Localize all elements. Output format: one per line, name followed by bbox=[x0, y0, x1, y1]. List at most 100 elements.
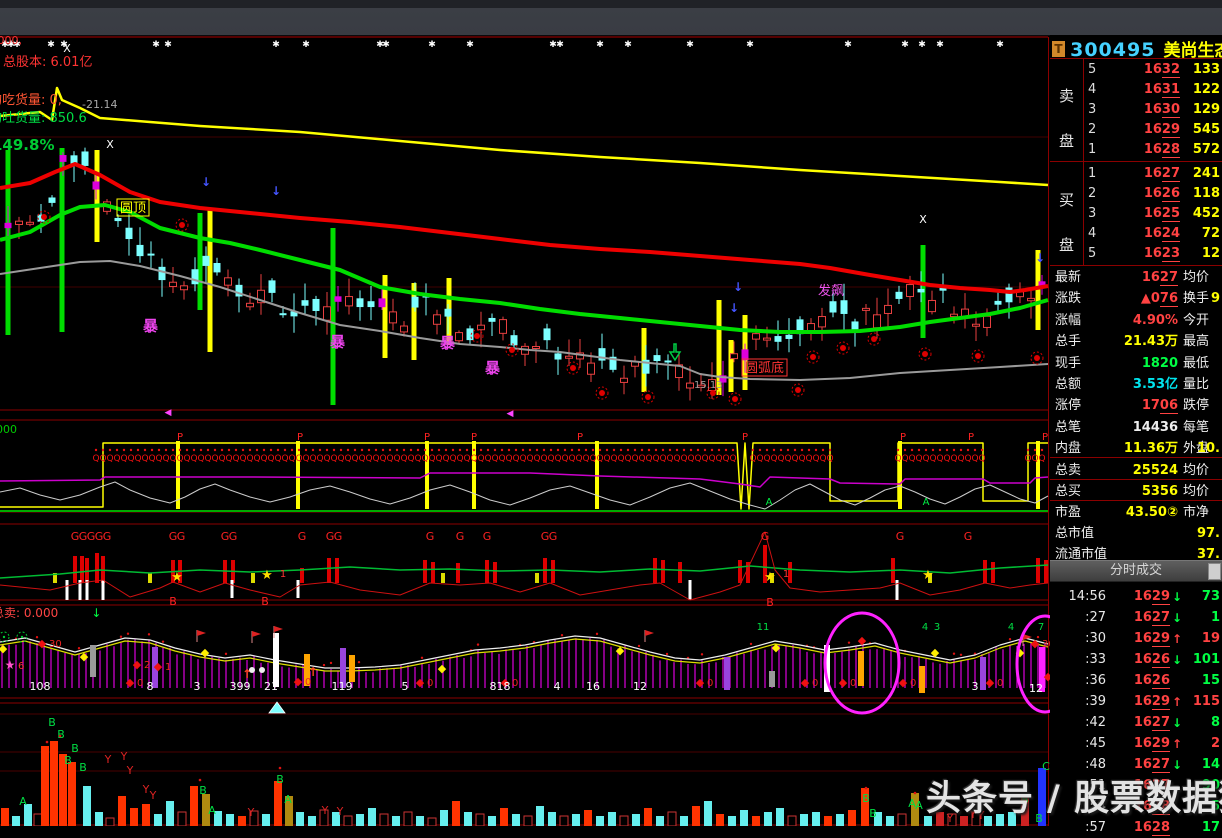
tape-row[interactable]: :39 1629 ↑ 115 bbox=[1085, 694, 1220, 710]
svg-text:A: A bbox=[284, 793, 292, 806]
svg-text:G: G bbox=[298, 530, 307, 543]
svg-text:Q: Q bbox=[922, 454, 929, 464]
svg-text:Q: Q bbox=[1038, 454, 1045, 464]
tape-row[interactable]: :48 1627 ↓ 14 bbox=[1085, 757, 1220, 773]
tape-row[interactable]: :42 1627 ↓ 8 bbox=[1085, 715, 1220, 731]
svg-text:Q: Q bbox=[386, 454, 393, 464]
svg-text:Q: Q bbox=[463, 454, 470, 464]
stock-tag-icon: T bbox=[1052, 41, 1065, 57]
tape-row[interactable]: 14:56 1629 ↓ 73 bbox=[1068, 589, 1220, 605]
svg-text:总股本: 6.01亿: 总股本: 6.01亿 bbox=[3, 55, 92, 70]
svg-text:Q: Q bbox=[316, 454, 323, 464]
svg-text:Q: Q bbox=[127, 454, 134, 464]
svg-text:✱: ✱ bbox=[466, 40, 474, 50]
ask-row[interactable]: 4 1631 122 bbox=[1088, 82, 1220, 98]
tape-row[interactable]: :36 1626 15 bbox=[1085, 673, 1220, 689]
svg-text:◆: ◆ bbox=[1031, 637, 1040, 650]
svg-text:Q: Q bbox=[372, 454, 379, 464]
svg-text:✱: ✱ bbox=[686, 40, 694, 50]
svg-text:圆顶: 圆顶 bbox=[120, 201, 146, 216]
ask-row[interactable]: 5 1632 133 bbox=[1088, 62, 1220, 78]
tape-row[interactable]: :30 1629 ↑ 19 bbox=[1085, 631, 1220, 647]
ask-row[interactable]: 3 1630 129 bbox=[1088, 102, 1220, 118]
svg-text:Q: Q bbox=[211, 454, 218, 464]
svg-text:4: 4 bbox=[922, 622, 928, 633]
bid-row[interactable]: 1 1627 241 bbox=[1088, 166, 1220, 182]
svg-text:Q: Q bbox=[756, 454, 763, 464]
svg-text:↓: ↓ bbox=[733, 280, 743, 294]
tape-row[interactable]: :54 1628 5 bbox=[1085, 799, 1220, 815]
tape-row[interactable]: :27 1627 ↓ 1 bbox=[1085, 610, 1220, 626]
tape-row[interactable]: :45 1629 ↑ 2 bbox=[1085, 736, 1220, 752]
svg-text:Q: Q bbox=[894, 454, 901, 464]
tape-row[interactable]: :57 1628 17 bbox=[1085, 820, 1220, 836]
svg-text:★: ★ bbox=[171, 570, 183, 585]
bid-row[interactable]: 4 1624 72 bbox=[1088, 226, 1220, 242]
tape-row[interactable]: :33 1626 ↓ 101 bbox=[1085, 652, 1220, 668]
svg-text:B: B bbox=[766, 596, 774, 609]
svg-text:108: 108 bbox=[30, 680, 51, 693]
gridlines bbox=[0, 36, 1049, 826]
indicator-panel-2: P P P P P P P P PQ Q Q Q Q Q Q Q Q Q Q Q Q Q Q Q Q Q Q Q Q Q Q Q Q Q Q Q Q Q Q… bbox=[0, 432, 1049, 512]
scroll-thumb[interactable] bbox=[1208, 563, 1221, 580]
svg-text:◆: ◆ bbox=[858, 634, 867, 647]
svg-text:Q: Q bbox=[770, 454, 777, 464]
bid-row[interactable]: 5 1623 12 bbox=[1088, 246, 1220, 262]
svg-text:Q: Q bbox=[470, 454, 477, 464]
bid-row[interactable]: 3 1625 452 bbox=[1088, 206, 1220, 222]
svg-text:Q: Q bbox=[197, 454, 204, 464]
svg-text:Q: Q bbox=[687, 454, 694, 464]
svg-text:Q: Q bbox=[526, 454, 533, 464]
svg-text:✱: ✱ bbox=[13, 40, 21, 50]
svg-text:0: 0 bbox=[512, 678, 518, 689]
bid-row[interactable]: 2 1626 118 bbox=[1088, 186, 1220, 202]
overlay-texts: .000, 总股本: 6.01亿构吃货量: 0, -21.14构吐货量: 850.6… bbox=[0, 35, 844, 620]
svg-text:Q: Q bbox=[749, 454, 756, 464]
svg-text:Q: Q bbox=[777, 454, 784, 464]
svg-text:G: G bbox=[549, 530, 558, 543]
svg-text:Q: Q bbox=[99, 454, 106, 464]
svg-text:Q: Q bbox=[561, 454, 568, 464]
svg-text:✱: ✱ bbox=[596, 40, 604, 50]
svg-text:399: 399 bbox=[230, 680, 251, 693]
svg-text:Q: Q bbox=[708, 454, 715, 464]
tape-tab-label: 分时成交 bbox=[1109, 563, 1162, 578]
svg-text:Q: Q bbox=[92, 454, 99, 464]
svg-text:X: X bbox=[63, 42, 71, 55]
svg-text:↓: ↓ bbox=[271, 184, 281, 198]
svg-text:G: G bbox=[79, 530, 88, 543]
kline-chart-area[interactable]: ✱✱✱✱✱✱✱✱✱✱✱✱✱✱✱✱✱✱✱✱✱✱✱✱XXX↓↓↓↓↓◀◀.000,总… bbox=[0, 35, 1050, 826]
tape-tab[interactable]: 分时成交 bbox=[1050, 560, 1222, 582]
chart-marks: X X X ↓ ↓ ↓ ↓ ↓ ◀ ◀ bbox=[63, 42, 1045, 419]
watermark: 头条号 / 股票数据猫 bbox=[926, 779, 1222, 819]
stock-name[interactable]: 美尚生态 bbox=[1163, 41, 1222, 61]
svg-text:✱: ✱ bbox=[152, 40, 160, 50]
svg-text:✱: ✱ bbox=[549, 40, 557, 50]
svg-text:G: G bbox=[334, 530, 343, 543]
svg-text:P: P bbox=[424, 432, 430, 443]
marker-asterisks: ✱✱✱ ✱ ✱ ✱ ✱ ✱ ✱ ✱✱ ✱ ✱ ✱ ✱ ✱ ✱ ✱ ✱ ✱ ✱ ✱ ✱ ✱ bbox=[1, 40, 1004, 50]
svg-text:↓: ↓ bbox=[729, 301, 739, 315]
stock-title: T 300495 美尚生态 bbox=[1052, 36, 1222, 61]
svg-text:3: 3 bbox=[194, 680, 201, 693]
svg-text:0: 0 bbox=[850, 678, 856, 689]
ask-row[interactable]: 1 1628 572 bbox=[1088, 142, 1220, 158]
svg-text:1: 1 bbox=[783, 569, 789, 580]
svg-text:8: 8 bbox=[147, 680, 154, 693]
svg-text:Q: Q bbox=[694, 454, 701, 464]
svg-text:P: P bbox=[968, 432, 974, 443]
tape-row[interactable]: :51 1627 90 bbox=[1085, 778, 1220, 794]
svg-text:Y: Y bbox=[946, 812, 954, 825]
svg-text:0: 0 bbox=[305, 677, 311, 688]
svg-text:构吃货量: 0,: 构吃货量: 0, bbox=[0, 92, 62, 108]
svg-text:暴: 暴 bbox=[485, 359, 501, 377]
svg-text:◆: ◆ bbox=[154, 660, 163, 673]
stock-code[interactable]: 300495 bbox=[1070, 39, 1156, 61]
ask-row[interactable]: 2 1629 545 bbox=[1088, 122, 1220, 138]
svg-text:G: G bbox=[221, 530, 230, 543]
svg-text:A: A bbox=[19, 795, 27, 808]
svg-text:构吐货量: 850.6: 构吐货量: 850.6 bbox=[0, 110, 87, 126]
svg-text:P: P bbox=[297, 432, 303, 443]
svg-text:B: B bbox=[276, 773, 284, 786]
svg-text:G: G bbox=[71, 530, 80, 543]
